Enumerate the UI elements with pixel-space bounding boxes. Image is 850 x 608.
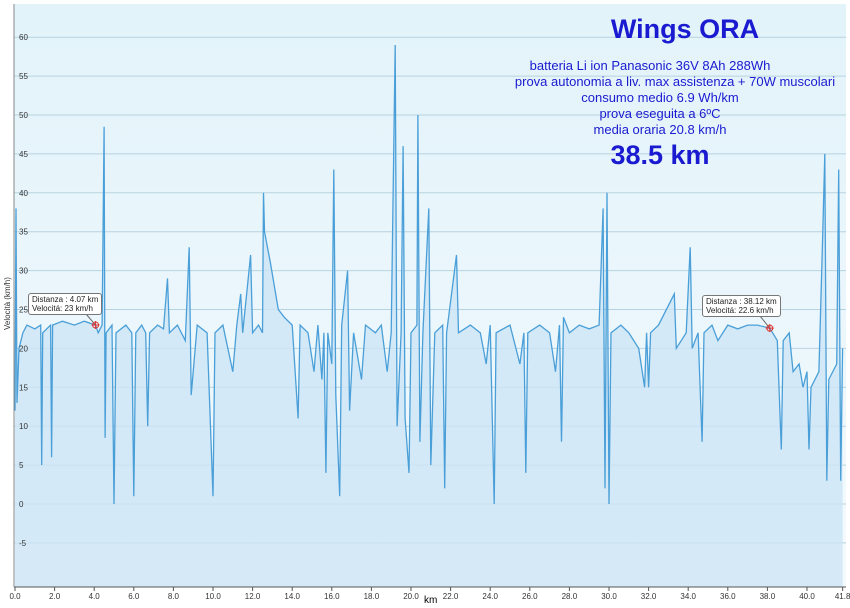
x-tick-label: 40.0: [799, 592, 815, 601]
y-tick-label: 45: [19, 150, 28, 159]
x-tick-label: 30.0: [601, 592, 617, 601]
x-tick-label: 10.0: [205, 592, 221, 601]
annotation-avg-speed: media oraria 20.8 km/h: [593, 122, 727, 137]
x-tick-label: 0.0: [9, 592, 21, 601]
crosshair-icon: [765, 324, 774, 333]
y-tick-label: 15: [19, 383, 28, 392]
y-tick-label: 55: [19, 72, 28, 81]
tooltip: Distanza : 38.12 km Velocitá: 22.6 km/h: [702, 295, 781, 317]
y-tick-label: 40: [19, 189, 28, 198]
speed-area: [15, 45, 843, 587]
x-tick-label: 16.0: [324, 592, 340, 601]
x-tick-label: 41.8: [835, 592, 850, 601]
x-tick-label: 20.0: [403, 592, 419, 601]
y-tick-label: 35: [19, 228, 28, 237]
speed-line: [14, 44, 844, 505]
x-tick-label: 18.0: [364, 592, 380, 601]
x-tick-label: 36.0: [720, 592, 736, 601]
x-tick-label: 32.0: [641, 592, 657, 601]
y-tick-label: 60: [19, 33, 28, 42]
annotation-consumption: consumo medio 6.9 Wh/km: [581, 90, 739, 105]
y-tick-label: 20: [19, 344, 28, 353]
crosshair-icon: [91, 321, 100, 330]
tooltip: Distanza : 4.07 km Velocitá: 23 km/h: [28, 293, 103, 315]
x-tick-label: 4.0: [89, 592, 101, 601]
tooltip-distance: Distanza : 38.12 km: [706, 297, 777, 306]
x-tick-label: 12.0: [245, 592, 261, 601]
y-tick-label: 30: [19, 267, 28, 276]
x-tick-label: 22.0: [443, 592, 459, 601]
y-axis-label: Velocità (km/h): [3, 277, 12, 330]
y-tick-label: 0: [19, 500, 24, 509]
x-tick-label: 24.0: [482, 592, 498, 601]
y-tick-label: 25: [19, 306, 28, 315]
x-axis-label: km: [424, 595, 437, 606]
tooltip-speed: Velocitá: 23 km/h: [32, 304, 93, 313]
annotation-battery: batteria Li ion Panasonic 36V 8Ah 288Wh: [529, 58, 771, 73]
y-tick-label: 10: [19, 422, 28, 431]
tooltip-pointer: [85, 313, 96, 326]
chart-title: Wings ORA: [610, 14, 760, 44]
x-tick-label: 38.0: [760, 592, 776, 601]
annotation-test: prova autonomia a liv. max assistenza + …: [514, 74, 836, 89]
x-tick-label: 26.0: [522, 592, 538, 601]
y-tick-label: 50: [19, 111, 28, 120]
x-tick-label: 34.0: [680, 592, 696, 601]
x-tick-label: 6.0: [128, 592, 140, 601]
tooltip-distance: Distanza : 4.07 km: [32, 295, 99, 304]
x-tick-label: 8.0: [168, 592, 180, 601]
x-tick-label: 28.0: [562, 592, 578, 601]
y-tick-label: 5: [19, 461, 24, 470]
tooltip-pointer: [759, 315, 771, 329]
annotation-temperature: prova eseguita a 6ºC: [599, 106, 721, 121]
total-distance: 38.5 km: [610, 140, 710, 170]
x-tick-label: 2.0: [49, 592, 61, 601]
y-tick-label: -5: [19, 539, 27, 548]
tooltip-speed: Velocitá: 22.6 km/h: [706, 306, 774, 315]
x-tick-label: 14.0: [284, 592, 300, 601]
